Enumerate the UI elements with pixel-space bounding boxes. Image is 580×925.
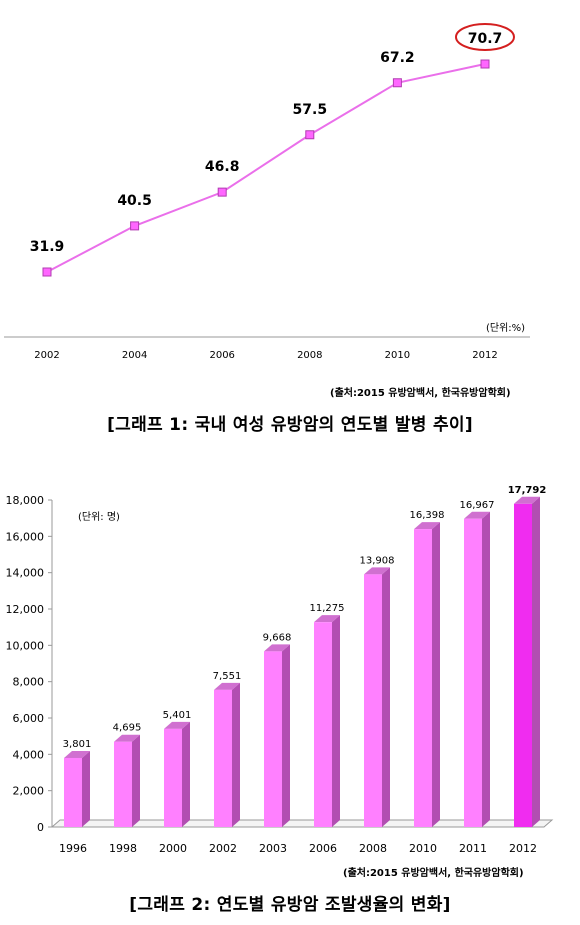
chart1-x-tick: 2012 xyxy=(472,350,497,361)
chart2-y-tick: 4,000 xyxy=(13,748,45,761)
chart2-bar-side xyxy=(282,644,290,827)
chart2-data-label: 11,275 xyxy=(310,603,345,614)
chart2-y-tick: 0 xyxy=(37,821,44,834)
chart2-data-label: 9,668 xyxy=(263,632,292,643)
chart1-point xyxy=(42,267,52,277)
chart1-data-label: 31.9 xyxy=(30,239,65,255)
chart2-data-label: 5,401 xyxy=(163,710,192,721)
chart1-caption: [그래프 1: 국내 여성 유방암의 연도별 발병 추이] xyxy=(107,415,473,435)
incidence-line-chart: 31.9 2002 40.5 2004 46.8 2006 57.5 2008 67.2 2010… xyxy=(4,23,530,361)
chart2-bar-top xyxy=(464,511,490,519)
chart2-y-tick: 16,000 xyxy=(6,530,45,543)
chart2-bar xyxy=(314,622,332,827)
chart1-x-tick: 2008 xyxy=(297,350,322,361)
chart1-x-tick: 2010 xyxy=(385,350,410,361)
chart2-data-label: 17,792 xyxy=(508,485,547,496)
chart1-data-label: 70.7 xyxy=(468,31,503,47)
chart1-point xyxy=(305,130,315,140)
chart2-x-tick: 2008 xyxy=(359,842,387,855)
chart2-bar-top xyxy=(514,496,540,504)
chart2-bar-top xyxy=(264,644,290,652)
chart2-data-label: 16,967 xyxy=(460,500,495,511)
chart2-bar-side xyxy=(232,682,240,827)
chart2-x-tick: 2002 xyxy=(209,842,237,855)
chart2-x-tick: 2003 xyxy=(259,842,287,855)
chart1-data-label: 46.8 xyxy=(205,159,240,175)
chart2-data-label: 3,801 xyxy=(63,739,92,750)
chart1-highlight-ellipse xyxy=(455,23,515,51)
chart2-bar-top xyxy=(164,721,190,729)
chart1-x-tick: 2004 xyxy=(122,350,147,361)
chart2-bar-top xyxy=(64,750,90,758)
chart2-bar-top xyxy=(214,682,240,690)
chart2-bar-side xyxy=(382,567,390,827)
chart2-bar-top xyxy=(314,615,340,623)
chart2-data-label: 7,551 xyxy=(213,671,242,682)
chart2-caption: [그래프 2: 연도별 유방암 조발생율의 변화] xyxy=(129,895,451,915)
chart2-bar-side xyxy=(132,734,140,827)
chart2-x-tick: 2011 xyxy=(459,842,487,855)
chart2-data-label: 13,908 xyxy=(360,555,395,566)
chart2-x-tick: 2000 xyxy=(159,842,187,855)
chart2-bar xyxy=(64,757,82,827)
chart2-x-tick: 2010 xyxy=(409,842,437,855)
chart1-data-label: 67.2 xyxy=(380,50,415,66)
chart2-y-tick: 14,000 xyxy=(6,567,45,580)
chart2-bar xyxy=(264,651,282,827)
chart2-y-tick: 8,000 xyxy=(13,676,45,689)
chart2-bar xyxy=(514,503,532,827)
chart2-bar xyxy=(214,689,232,827)
chart2-x-tick: 2012 xyxy=(509,842,537,855)
chart2-x-tick: 1996 xyxy=(59,842,87,855)
chart2-bar-side xyxy=(532,496,540,827)
chart2-bar-side xyxy=(182,721,190,827)
chart2-y-tick: 10,000 xyxy=(6,639,45,652)
chart2-bar-side xyxy=(82,750,90,827)
chart2-bar xyxy=(164,728,182,827)
chart1-series-line xyxy=(46,63,486,273)
chart2-bar-top xyxy=(364,567,390,575)
chart2-bar-top xyxy=(414,522,440,530)
crude-rate-bar-chart: 0 2,000 4,000 6,000 8,000 10,000 12,000 14,000 1… xyxy=(6,485,554,855)
chart1-point xyxy=(480,59,490,69)
chart2-source: (출처:2015 유방암백서, 한국유방암학회) xyxy=(343,868,524,879)
chart1-data-label: 40.5 xyxy=(117,193,152,209)
chart2-bar-side xyxy=(482,511,490,827)
chart2-unit-label: (단위: 명) xyxy=(78,512,120,523)
chart1-point xyxy=(392,78,402,88)
chart2-bar xyxy=(364,574,382,827)
chart2-y-tick: 12,000 xyxy=(6,603,45,616)
chart2-x-tick: 2006 xyxy=(309,842,337,855)
chart2-bar xyxy=(464,518,482,827)
chart1-point xyxy=(130,221,140,231)
chart2-data-label: 16,398 xyxy=(410,510,445,521)
chart1-source: (출처:2015 유방암백서, 한국유방암학회) xyxy=(330,388,511,399)
chart2-bar xyxy=(114,741,132,827)
chart1-x-tick: 2006 xyxy=(209,350,234,361)
chart1-data-label: 57.5 xyxy=(293,102,328,118)
chart2-data-label: 4,695 xyxy=(113,723,142,734)
chart1-unit-label: (단위:%) xyxy=(486,323,526,334)
chart2-y-tick: 18,000 xyxy=(6,494,45,507)
chart2-y-tick: 6,000 xyxy=(13,712,45,725)
chart2-x-tick: 1998 xyxy=(109,842,137,855)
chart2-y-tick: 2,000 xyxy=(13,785,45,798)
chart1-x-tick: 2002 xyxy=(34,350,59,361)
chart2-bar xyxy=(414,529,432,827)
chart1-point xyxy=(217,187,227,197)
chart2-bar-side xyxy=(332,615,340,827)
chart2-bar-side xyxy=(432,522,440,827)
chart2-bar-top xyxy=(114,734,140,742)
